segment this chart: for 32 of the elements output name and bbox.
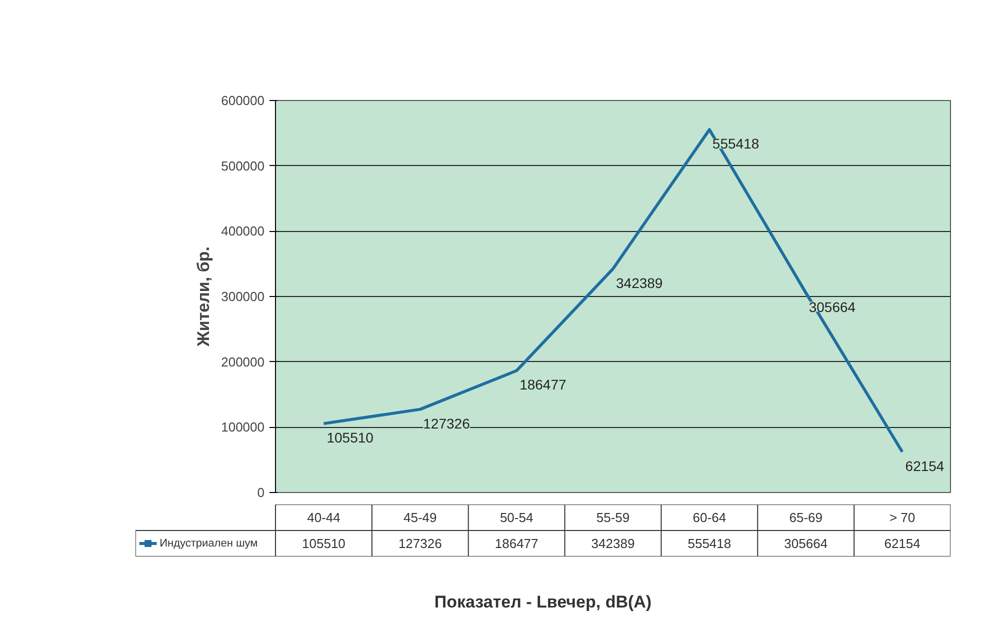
x-tick-label: 55-59 [596,510,630,525]
data-label: 555418 [688,536,732,551]
x-tick-label: > 70 [889,510,916,525]
data-label: 186477 [494,536,538,551]
annotation: 555418 [712,136,760,152]
data-label: 127326 [398,536,442,551]
annotation: 62154 [905,458,944,474]
x-tick-label: 60-64 [692,510,726,525]
x-tick-label: 65-69 [789,510,822,525]
x-tick-label: 40-44 [307,510,340,525]
annotation: 305664 [808,298,856,315]
annotation: 127326 [423,415,470,432]
y-tick-label: 100000 [221,420,265,435]
y-tick-label: 0 [257,485,265,500]
y-tick-label: 200000 [221,354,265,370]
data-label: 342389 [591,536,635,551]
y-tick-label: 400000 [221,224,265,239]
line-series [322,128,904,454]
annotation: 186477 [520,376,566,393]
x-tick-label: 45-49 [404,510,437,525]
annotation: 342389 [616,274,663,291]
data-label: 305664 [784,536,828,551]
y-tick-label: 300000 [221,289,265,304]
data-label: 62154 [884,536,920,551]
data-label: 105510 [302,536,346,551]
legend-label: Индустриален шум [160,538,258,550]
annotation: 105510 [326,430,374,446]
y-tick-label: 500000 [221,158,265,174]
x-axis-title: Показател - Lвечер, dB(A) [434,592,652,612]
x-tick-label: 50-54 [500,510,534,525]
y-tick-label: 600000 [221,93,265,108]
y-axis-title: Жители, бр. [194,246,214,348]
